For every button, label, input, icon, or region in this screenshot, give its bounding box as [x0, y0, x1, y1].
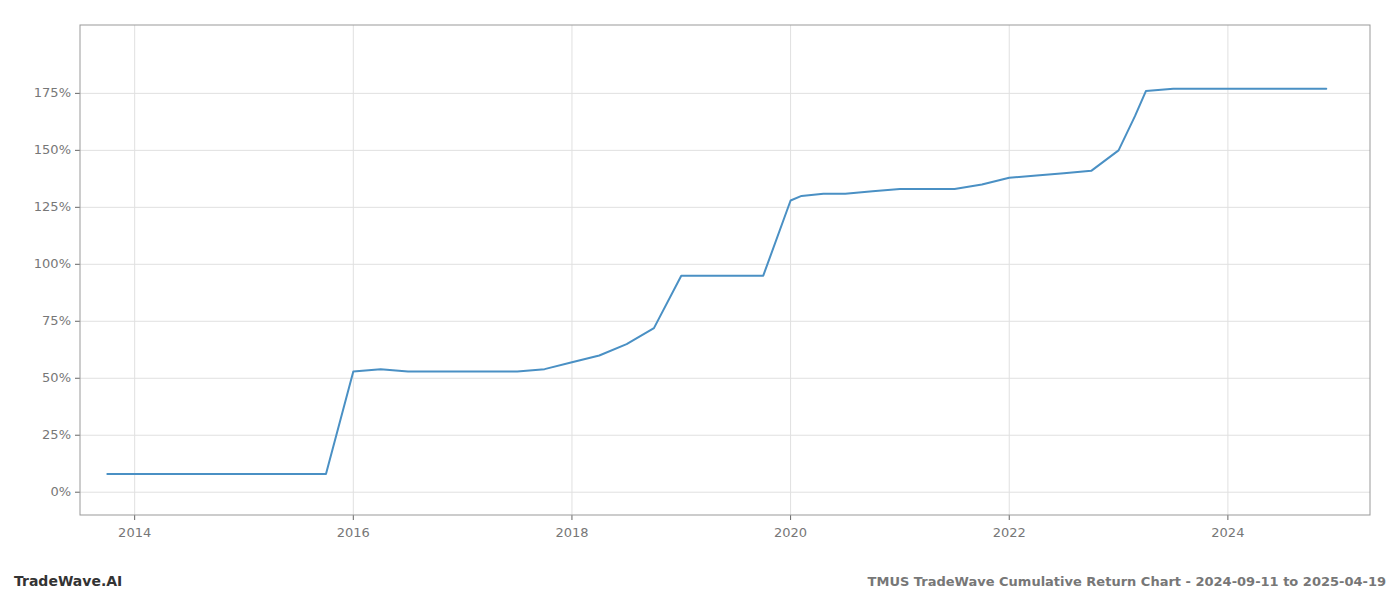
y-grid-line	[80, 378, 1370, 379]
plot-frame	[80, 25, 1370, 515]
x-grid-line	[353, 25, 354, 515]
y-tick	[75, 492, 80, 493]
y-grid-line	[80, 150, 1370, 151]
y-tick-label: 175%	[34, 85, 71, 100]
x-tick-label: 2022	[993, 525, 1026, 540]
y-tick	[75, 321, 80, 322]
y-tick-label: 100%	[34, 256, 71, 271]
y-tick	[75, 207, 80, 208]
axes: 0% 25% 50% 75% 100% 125% 150% 175% 2014 2016 2018 2…	[34, 25, 1370, 540]
y-grid-line	[80, 264, 1370, 265]
y-grid-line	[80, 492, 1370, 493]
x-tick	[353, 515, 354, 520]
data-layer	[107, 89, 1326, 474]
x-grid-line	[790, 25, 791, 515]
y-tick	[75, 378, 80, 379]
y-grid-line	[80, 207, 1370, 208]
y-tick-label: 25%	[42, 427, 71, 442]
x-tick-label: 2016	[337, 525, 370, 540]
x-grid-line	[1009, 25, 1010, 515]
x-tick-label: 2020	[774, 525, 807, 540]
y-grid-line	[80, 435, 1370, 436]
x-tick-label: 2014	[118, 525, 151, 540]
chart-svg: 0% 25% 50% 75% 100% 125% 150% 175% 2014 2016 2018 2…	[0, 0, 1400, 600]
x-tick	[1227, 515, 1228, 520]
x-tick	[571, 515, 572, 520]
x-tick-label: 2024	[1211, 525, 1244, 540]
y-tick-label: 50%	[42, 370, 71, 385]
x-tick	[134, 515, 135, 520]
chart-container: 0% 25% 50% 75% 100% 125% 150% 175% 2014 2016 2018 2…	[0, 0, 1400, 600]
x-tick	[1009, 515, 1010, 520]
x-grid-line	[1227, 25, 1228, 515]
watermark: TradeWave.AI	[14, 573, 122, 589]
y-tick	[75, 264, 80, 265]
y-tick-label: 150%	[34, 142, 71, 157]
y-tick	[75, 150, 80, 151]
x-grid-line	[134, 25, 135, 515]
data-line	[107, 89, 1326, 474]
background	[0, 0, 1400, 600]
x-grid-line	[571, 25, 572, 515]
title: TMUS TradeWave Cumulative Return Chart -…	[868, 574, 1386, 589]
y-tick-label: 75%	[42, 313, 71, 328]
x-tick	[790, 515, 791, 520]
y-tick-label: 0%	[50, 484, 71, 499]
y-grid-line	[80, 321, 1370, 322]
y-tick	[75, 435, 80, 436]
y-tick-label: 125%	[34, 199, 71, 214]
grid	[80, 25, 1370, 515]
y-tick	[75, 93, 80, 94]
x-tick-label: 2018	[555, 525, 588, 540]
y-grid-line	[80, 93, 1370, 94]
